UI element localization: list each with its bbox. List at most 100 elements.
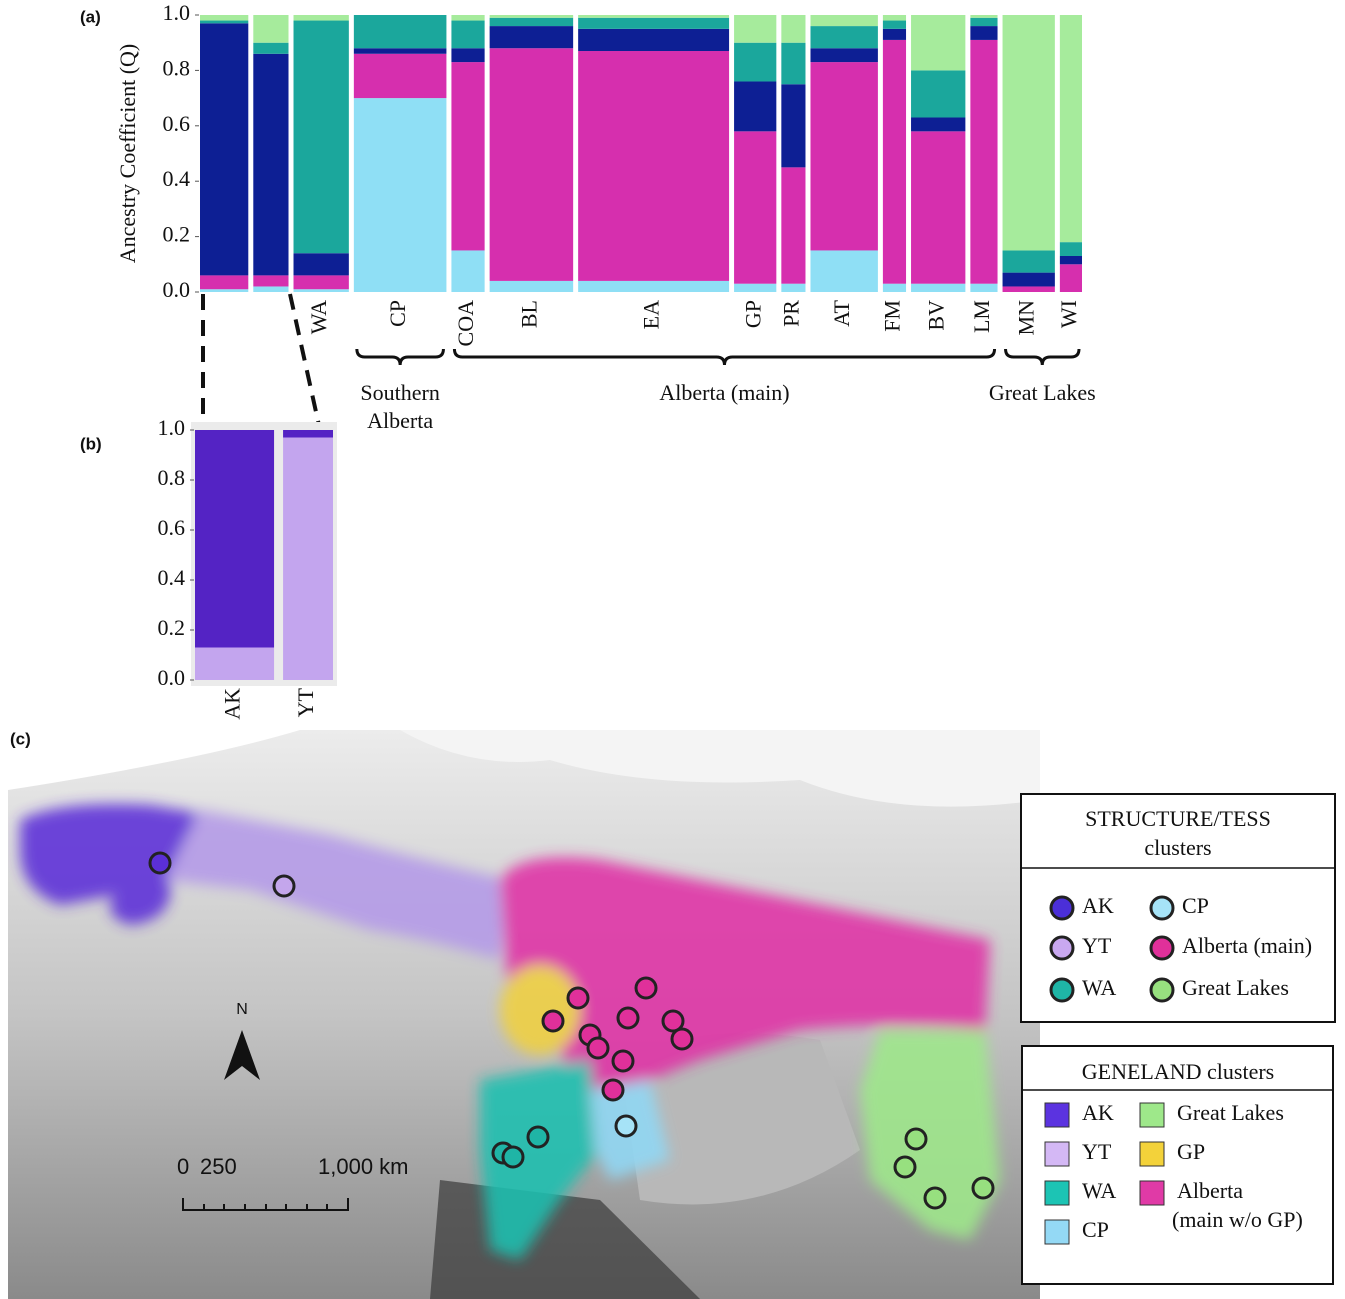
bar-segment: [882, 20, 907, 29]
y-tick-label: 0.8: [158, 465, 186, 490]
bar-segment: [882, 28, 907, 40]
legend-swatch: [1044, 1219, 1070, 1245]
y-tick-label: 0.2: [158, 615, 186, 640]
y-tick-label: 0.4: [163, 166, 191, 191]
x-tick-label: MN: [1014, 300, 1039, 336]
x-tick-label: PR: [778, 300, 803, 327]
x-tick-label: COA: [453, 300, 478, 347]
map-edge: [8, 730, 300, 790]
north-arrow: [224, 1030, 260, 1080]
legend-swatch: [1049, 935, 1075, 961]
bar-segment: [253, 53, 289, 276]
y-tick-label: 1.0: [163, 0, 191, 25]
region-great-lakes: [860, 1030, 1000, 1240]
scale-bar: [182, 1198, 349, 1211]
bar-segment: [489, 280, 574, 292]
bar-segment: [1059, 264, 1082, 292]
bar-segment: [734, 15, 777, 43]
x-tick-label: CP: [385, 300, 410, 327]
bar-segment: [578, 15, 730, 18]
legend-label: Great Lakes: [1177, 1100, 1284, 1125]
legend-swatch: [1149, 977, 1175, 1003]
hudson-region: [400, 730, 1040, 807]
bar-segment: [970, 26, 998, 40]
bar-segment: [911, 283, 966, 292]
bar-segment: [734, 42, 777, 82]
legend-label: AK: [1082, 893, 1114, 918]
bar-segment: [253, 15, 289, 43]
sample-sites: [148, 851, 995, 1210]
bar-segment: [293, 20, 349, 254]
bar-segment: [489, 48, 574, 281]
bar-segment: [451, 20, 485, 49]
site: [586, 1036, 610, 1060]
site: [541, 1009, 565, 1033]
x-tick-label: GP: [740, 300, 765, 328]
bar-segment: [578, 51, 730, 281]
bar-segment: [353, 15, 447, 49]
bar-segment: [911, 131, 966, 284]
bar-segment: [1059, 15, 1082, 243]
x-tick-label: AT: [829, 299, 854, 326]
site: [611, 1049, 635, 1073]
legend-label: CP: [1182, 893, 1209, 918]
legend-geneland: [1021, 1045, 1334, 1285]
legend-swatch: [1049, 977, 1075, 1003]
bar-segment: [882, 15, 907, 21]
region-yt: [165, 810, 510, 960]
bar-segment: [1059, 242, 1082, 256]
x-tick-label: LM: [969, 300, 994, 333]
legend-swatch: [1149, 935, 1175, 961]
bar-segment: [195, 430, 275, 648]
x-tick-label: AK: [220, 688, 245, 720]
region-wa: [480, 1060, 600, 1260]
site: [616, 1006, 640, 1030]
site: [893, 1155, 917, 1179]
y-axis-label: Ancestry Coefficient (Q): [115, 44, 140, 264]
bar-segment: [1059, 255, 1082, 265]
bar-segment: [293, 275, 349, 290]
map: N 0 250 1,000 km: [8, 730, 1040, 1299]
bar-segment: [253, 42, 289, 54]
bar-segment: [781, 42, 806, 85]
bar-segment: [451, 250, 485, 292]
y-tick-label: 1.0: [158, 415, 186, 440]
bar-segment: [781, 84, 806, 168]
bar-segment: [1002, 272, 1055, 287]
bar-segment: [200, 289, 249, 292]
legend-swatch: [1139, 1141, 1165, 1167]
bar-segment: [882, 283, 907, 292]
bar-segment: [781, 167, 806, 284]
bar-segment: [970, 15, 998, 18]
panel-label: (b): [80, 434, 102, 453]
y-tick-label: 0.4: [158, 565, 186, 590]
legend-swatch: [1044, 1141, 1070, 1167]
bar-segment: [253, 275, 289, 287]
y-tick-label: 0.0: [158, 665, 186, 690]
x-tick-label: FM: [880, 300, 905, 332]
bar-segment: [293, 253, 349, 276]
bar-segment: [293, 289, 349, 292]
legend-swatch: [1149, 895, 1175, 921]
x-tick-label: YT: [293, 687, 318, 717]
bar-segment: [451, 15, 485, 21]
bar-segment: [810, 250, 878, 292]
legend-swatch: [1139, 1180, 1165, 1206]
bar-segment: [200, 15, 249, 21]
site: [670, 1027, 694, 1051]
bar-segment: [578, 17, 730, 29]
x-tick-label: WI: [1056, 300, 1081, 328]
scale-label: 1,000 km: [318, 1154, 409, 1179]
legend-swatch: [1044, 1180, 1070, 1206]
legend-label: (main w/o GP): [1172, 1207, 1303, 1232]
legend-label: YT: [1082, 933, 1112, 958]
y-tick-label: 0.6: [158, 515, 186, 540]
legend-label: Alberta: [1177, 1178, 1243, 1203]
panel-label: (a): [80, 7, 101, 26]
x-tick-label: BV: [923, 300, 948, 331]
bar-segment: [734, 131, 777, 284]
bar-segment: [810, 62, 878, 251]
scale-label: 250: [200, 1154, 237, 1179]
group-label: Alberta: [367, 408, 433, 433]
